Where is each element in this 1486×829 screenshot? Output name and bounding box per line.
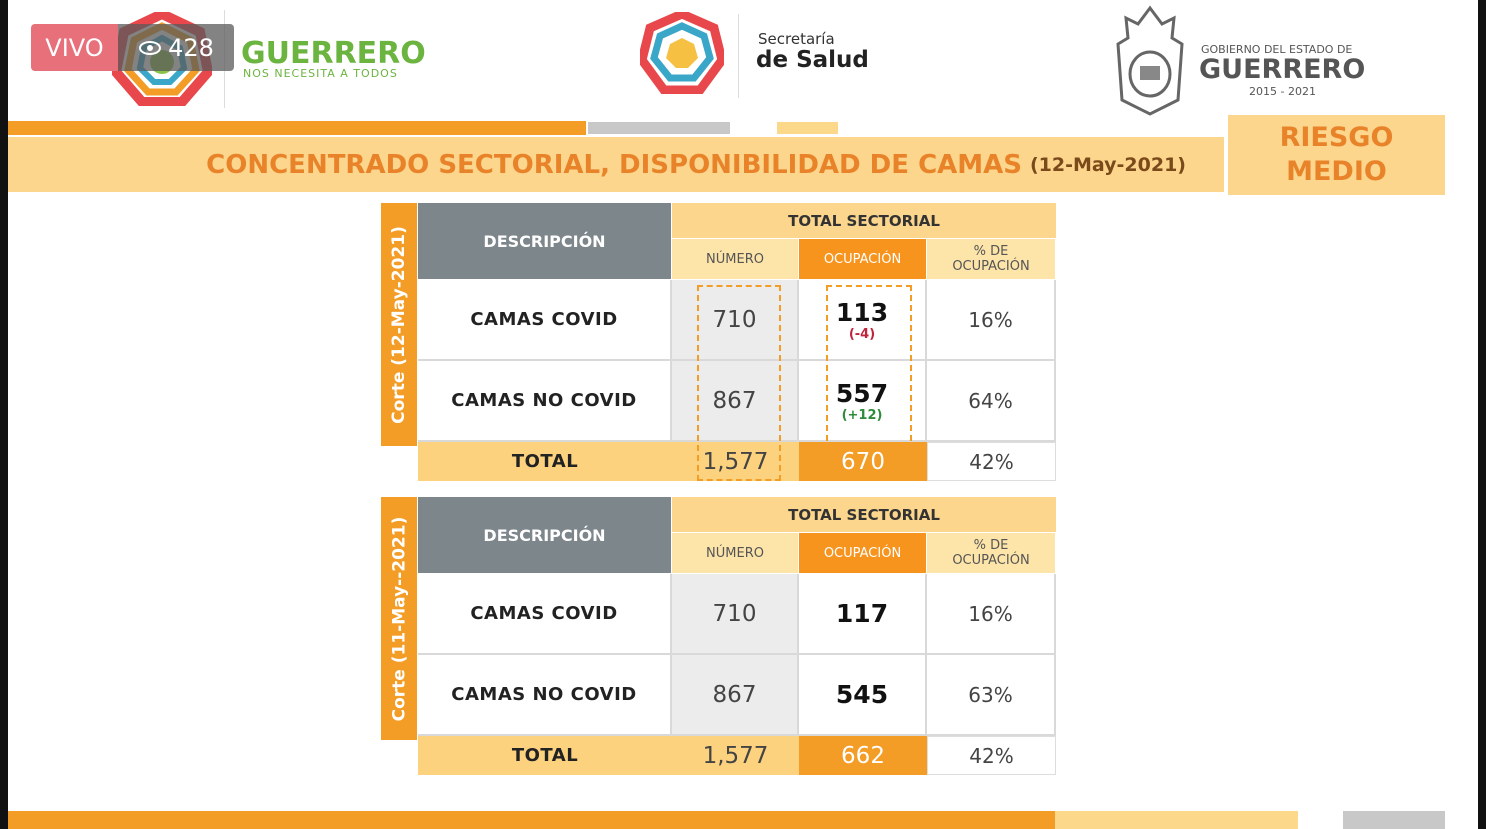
description-header: DESCRIPCIÓN — [418, 497, 671, 573]
pct-cell: 63% — [927, 655, 1056, 736]
column-header: NÚMERO — [672, 239, 798, 279]
column-header: % DE OCUPACIÓN — [927, 239, 1055, 279]
total-label: TOTAL — [418, 442, 672, 481]
row-label: CAMAS COVID — [418, 574, 672, 655]
side-label: Corte (12-May-2021) — [389, 225, 409, 424]
left-logo-title: GUERRERO — [241, 36, 426, 71]
live-badge: VIVO — [31, 24, 118, 71]
side-label-bar: Corte (12-May-2021) — [381, 203, 417, 446]
ocupacion-cell: 113 (-4) — [799, 280, 927, 361]
total-pct: 42% — [927, 442, 1056, 481]
numero-cell: 710 — [672, 280, 799, 361]
numero-cell: 710 — [672, 574, 799, 655]
numero-cell: 867 — [672, 361, 799, 442]
accent-bar — [588, 122, 730, 134]
ocupacion-value: 117 — [835, 599, 889, 628]
title: CONCENTRADO SECTORIAL, DISPONIBILIDAD DE… — [8, 137, 1186, 192]
pct-cell: 64% — [927, 361, 1056, 442]
coat-of-arms — [1116, 5, 1184, 116]
right-logo-line3: 2015 - 2021 — [1249, 85, 1316, 98]
column-header: NÚMERO — [672, 533, 798, 573]
total-label: TOTAL — [418, 736, 672, 775]
accent-bar — [777, 122, 838, 134]
center-logo-line1: Secretaría — [758, 30, 835, 48]
numero-cell: 867 — [672, 655, 799, 736]
pct-cell: 16% — [927, 574, 1056, 655]
ocupacion-change: (-4) — [848, 326, 876, 342]
total-ocupacion: 670 — [799, 442, 927, 481]
group-header: TOTAL SECTORIAL — [672, 497, 1056, 532]
row-label: CAMAS NO COVID — [418, 655, 672, 736]
total-numero: 1,577 — [672, 736, 799, 775]
viewer-count: 428 — [118, 24, 234, 71]
title-band — [8, 137, 1224, 192]
column-header: % DE OCUPACIÓN — [927, 533, 1055, 573]
accent-bar — [1055, 811, 1298, 829]
side-label: Corte (11-May--2021) — [389, 516, 409, 721]
center-logo-line2: de Salud — [756, 47, 869, 73]
accent-bar — [8, 811, 1055, 829]
column-header: OCUPACIÓN — [799, 239, 926, 279]
eye-icon — [139, 40, 162, 55]
risk-line2: MEDIO — [1286, 156, 1387, 187]
ocupacion-change: (+12) — [841, 407, 883, 423]
title-text: CONCENTRADO SECTORIAL, DISPONIBILIDAD DE… — [206, 149, 1022, 180]
right-logo-line1: GOBIERNO DEL ESTADO DE — [1201, 43, 1353, 56]
row-label: CAMAS COVID — [418, 280, 672, 361]
accent-bar — [8, 121, 586, 135]
frame-right — [1478, 0, 1486, 829]
ocupacion-value: 113 — [835, 297, 889, 327]
ocupacion-value: 557 — [835, 378, 889, 408]
group-header: TOTAL SECTORIAL — [672, 203, 1056, 238]
right-logo-line2: GUERRERO — [1199, 54, 1366, 85]
left-logo-subtitle: NOS NECESITA A TODOS — [243, 67, 398, 80]
description-header: DESCRIPCIÓN — [418, 203, 671, 279]
ocupacion-cell: 557 (+12) — [799, 361, 927, 442]
total-pct: 42% — [927, 736, 1056, 775]
row-label: CAMAS NO COVID — [418, 361, 672, 442]
title-date: (12-May-2021) — [1030, 153, 1186, 176]
risk-line1: RIESGO — [1279, 122, 1394, 153]
column-header: OCUPACIÓN — [799, 533, 926, 573]
ocupacion-cell: 545 — [799, 655, 927, 736]
viewer-number: 428 — [168, 33, 214, 62]
total-ocupacion: 662 — [799, 736, 927, 775]
center-logo-mark — [640, 12, 724, 94]
frame-left — [0, 0, 8, 829]
accent-bar — [1343, 811, 1445, 829]
risk-box: RIESGO MEDIO — [1228, 115, 1445, 195]
pct-cell: 16% — [927, 280, 1056, 361]
ocupacion-cell: 117 — [799, 574, 927, 655]
total-numero: 1,577 — [672, 442, 799, 481]
ocupacion-value: 545 — [835, 680, 889, 709]
side-label-bar: Corte (11-May--2021) — [381, 497, 417, 740]
highlight-box — [826, 285, 912, 481]
divider — [738, 14, 739, 98]
highlight-box — [697, 285, 781, 481]
